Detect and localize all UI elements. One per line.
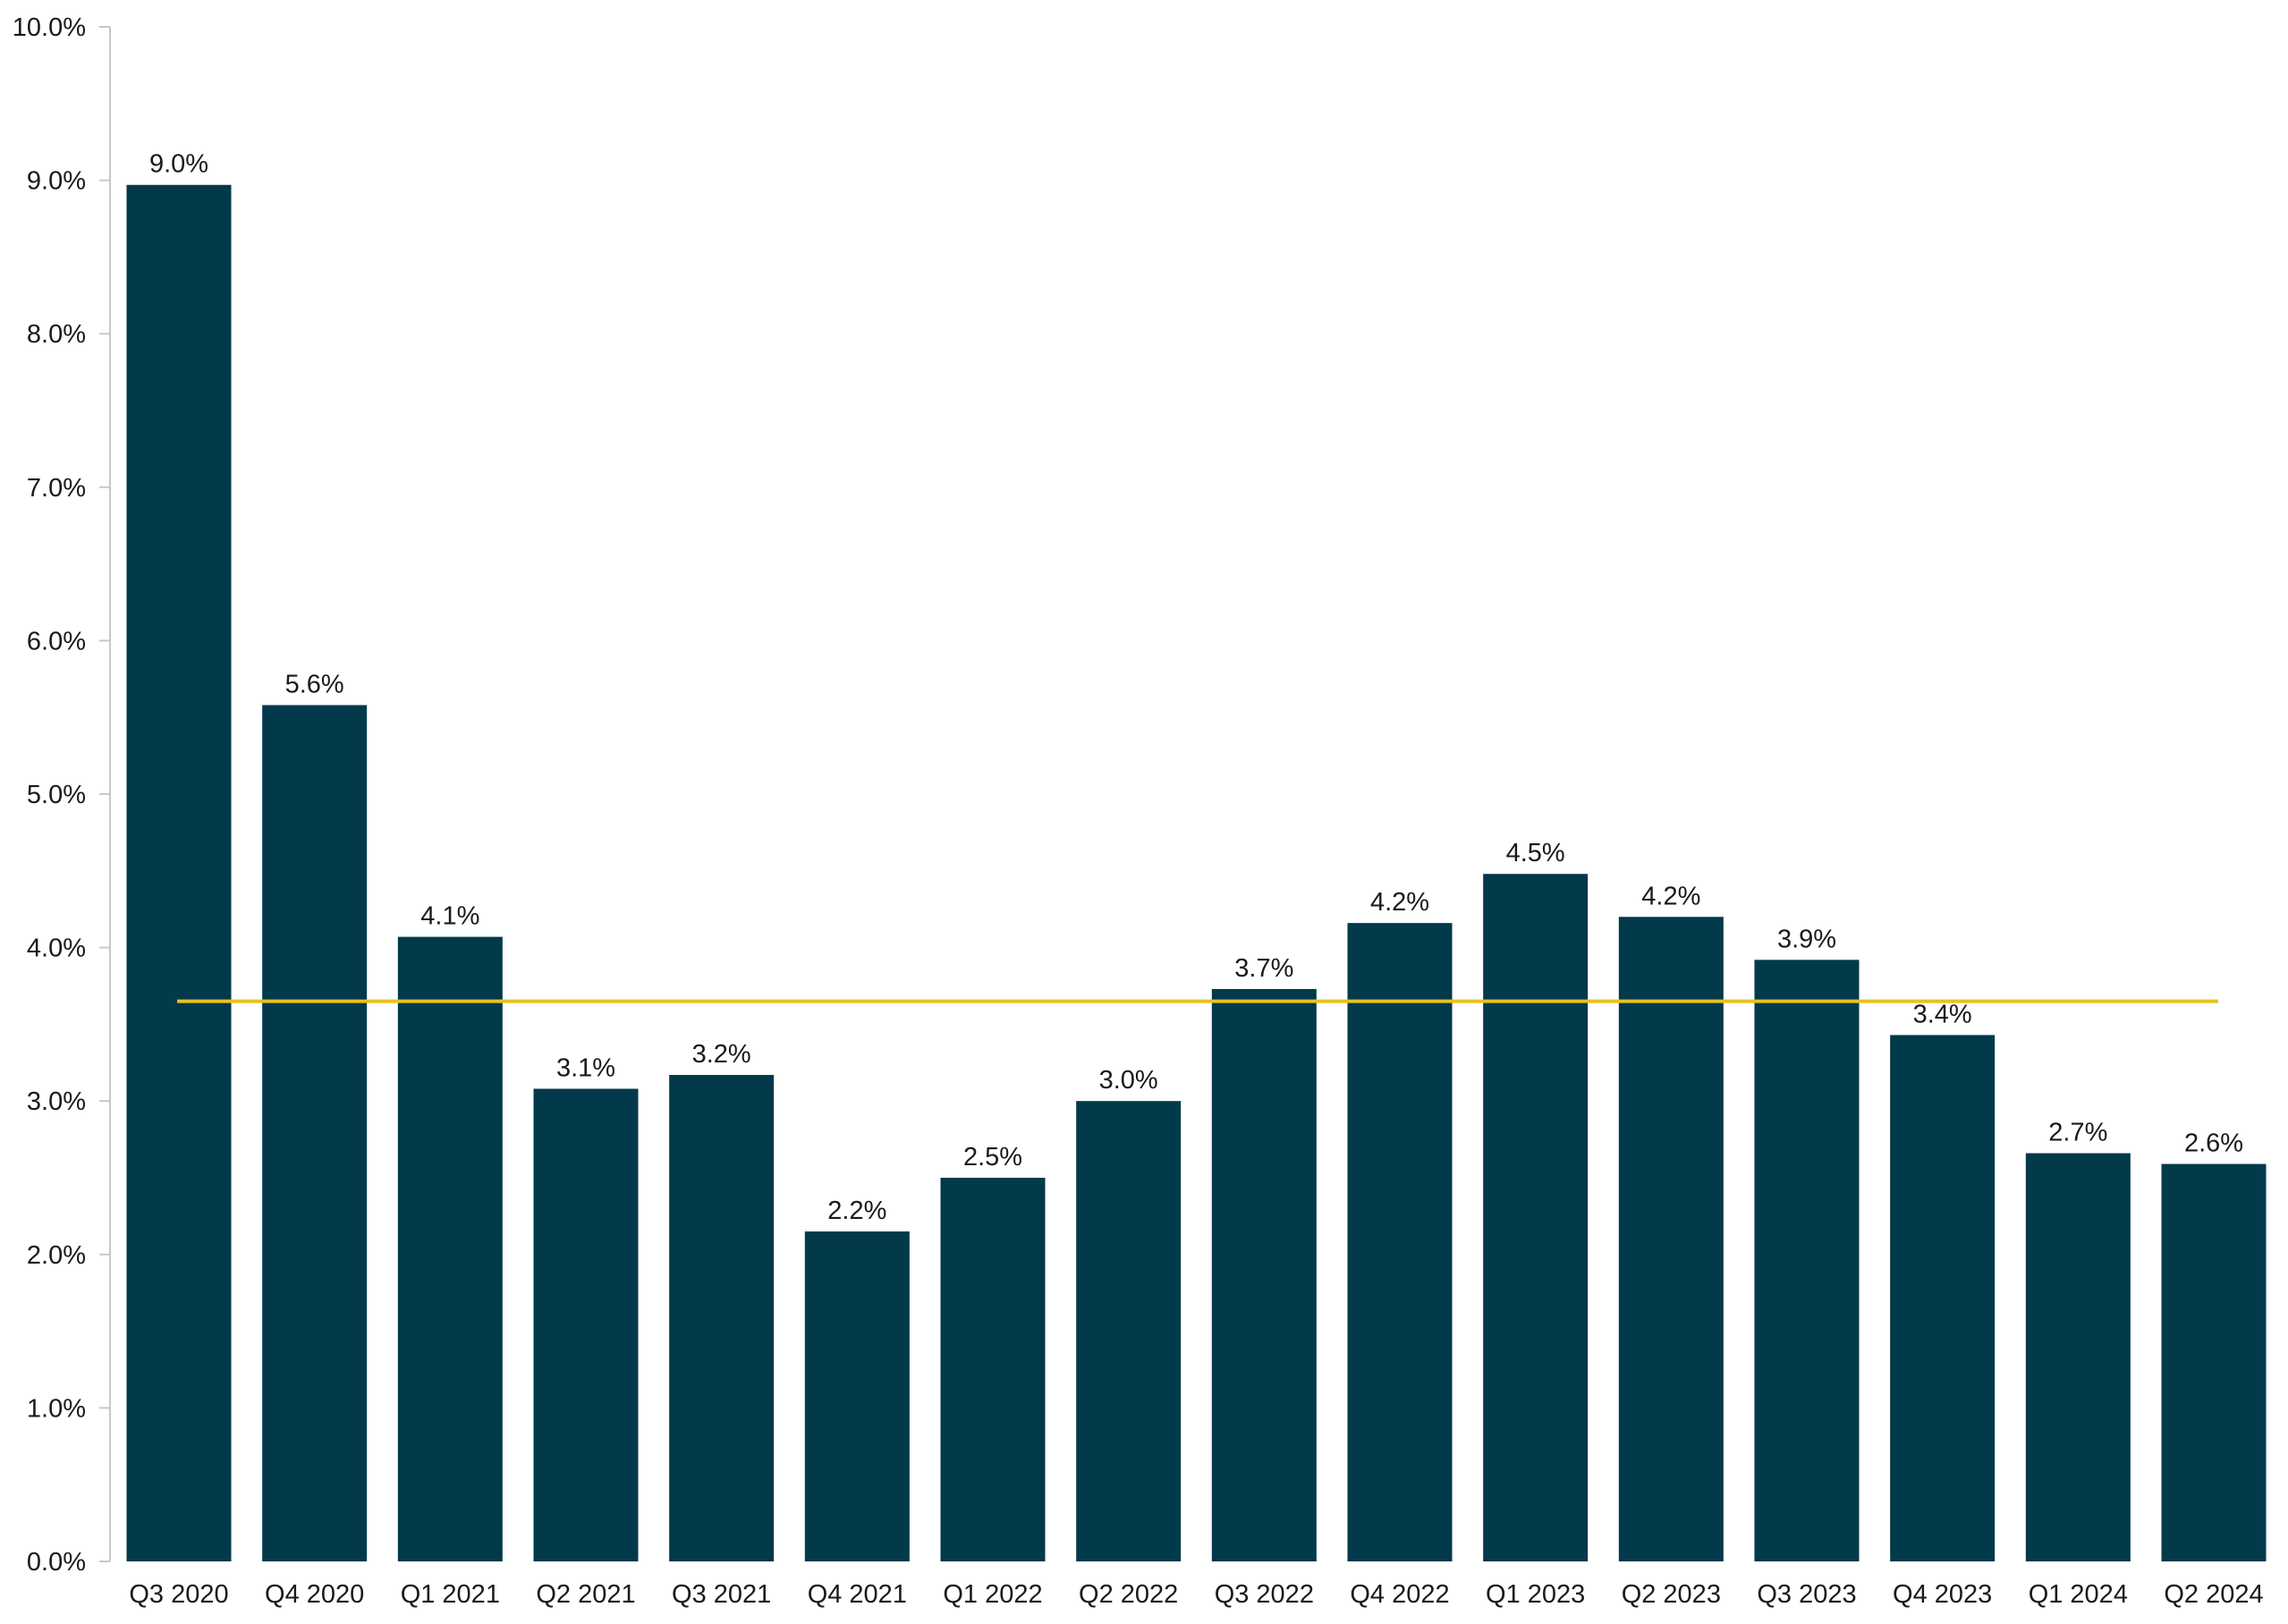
- bar-value-label: 5.6%: [285, 670, 344, 698]
- x-tick-label: Q1 2022: [943, 1580, 1042, 1609]
- x-tick-label: Q2 2024: [2164, 1580, 2263, 1609]
- bar-value-label: 2.7%: [2048, 1119, 2107, 1147]
- y-tick-label: 8.0%: [27, 320, 86, 349]
- x-tick-label: Q2 2023: [1622, 1580, 1721, 1609]
- y-tick-label: 9.0%: [27, 167, 86, 196]
- x-tick-label: Q4 2020: [265, 1580, 364, 1609]
- y-tick-label: 5.0%: [27, 781, 86, 809]
- y-tick-label: 3.0%: [27, 1087, 86, 1116]
- x-tick-label: Q1 2024: [2029, 1580, 2128, 1609]
- bar-value-label: 2.6%: [2184, 1129, 2243, 1158]
- bar: [1618, 917, 1724, 1561]
- bar-value-label: 9.0%: [149, 150, 208, 179]
- x-tick-label: Q3 2023: [1757, 1580, 1856, 1609]
- y-tick-label: 2.0%: [27, 1241, 86, 1270]
- bar: [1211, 988, 1317, 1561]
- bar: [1890, 1035, 1996, 1561]
- bars: [126, 184, 2267, 1561]
- y-tick-label: 1.0%: [27, 1394, 86, 1423]
- bar-value-label: 4.1%: [420, 902, 479, 931]
- x-tick-label: Q2 2021: [536, 1580, 635, 1609]
- bar-value-label: 3.7%: [1234, 954, 1293, 983]
- bar: [669, 1075, 775, 1561]
- bar-value-label: 3.0%: [1099, 1066, 1158, 1095]
- bar-value-label: 4.2%: [1370, 888, 1429, 917]
- bar-value-label: 3.4%: [1913, 1000, 1972, 1028]
- bar: [1076, 1101, 1182, 1561]
- bar: [1754, 960, 1860, 1561]
- y-tick-label: 7.0%: [27, 474, 86, 503]
- x-tick-label: Q4 2021: [808, 1580, 907, 1609]
- bar-value-label: 3.9%: [1777, 925, 1836, 953]
- x-axis-ticks: Q3 2020 Q4 2020 Q1 2021 Q2 2021 Q3 2021 Q4 20…: [129, 1580, 2263, 1609]
- y-tick-label: 10.0%: [13, 13, 86, 42]
- bar: [1347, 923, 1453, 1561]
- bar: [262, 705, 368, 1561]
- y-axis-ticks: 0.0% 1.0% 2.0% 3.0% 4.0% 5.0% 6.0% 7.0% 8.0% 9.0%…: [13, 13, 110, 1577]
- bar-value-label: 3.1%: [556, 1053, 615, 1082]
- bar-value-label: 4.2%: [1641, 882, 1700, 910]
- x-tick-label: Q3 2021: [672, 1580, 771, 1609]
- bar: [397, 936, 503, 1561]
- bar: [533, 1088, 639, 1561]
- bar: [126, 184, 232, 1561]
- x-tick-label: Q4 2022: [1350, 1580, 1449, 1609]
- bar-value-label: 3.2%: [692, 1040, 751, 1069]
- y-tick-label: 6.0%: [27, 627, 86, 656]
- bar-value-label: 2.2%: [827, 1197, 886, 1225]
- x-tick-label: Q4 2023: [1893, 1580, 1992, 1609]
- bar: [2161, 1163, 2267, 1561]
- bar: [804, 1231, 910, 1561]
- x-tick-label: Q2 2022: [1079, 1580, 1178, 1609]
- bar: [1483, 874, 1589, 1561]
- data-labels: 9.0% 5.6% 4.1% 3.1% 3.2% 2.2% 2.5% 3.0% 3.7% 4.2%…: [149, 150, 2243, 1225]
- x-tick-label: Q1 2023: [1486, 1580, 1585, 1609]
- x-tick-label: Q3 2020: [129, 1580, 228, 1609]
- bar-value-label: 2.5%: [963, 1143, 1022, 1171]
- x-tick-label: Q3 2022: [1215, 1580, 1314, 1609]
- bar: [2025, 1153, 2131, 1561]
- bar-value-label: 4.5%: [1506, 839, 1565, 867]
- y-tick-label: 0.0%: [27, 1548, 86, 1577]
- bar: [940, 1178, 1046, 1561]
- x-tick-label: Q1 2021: [401, 1580, 500, 1609]
- y-tick-label: 4.0%: [27, 935, 86, 963]
